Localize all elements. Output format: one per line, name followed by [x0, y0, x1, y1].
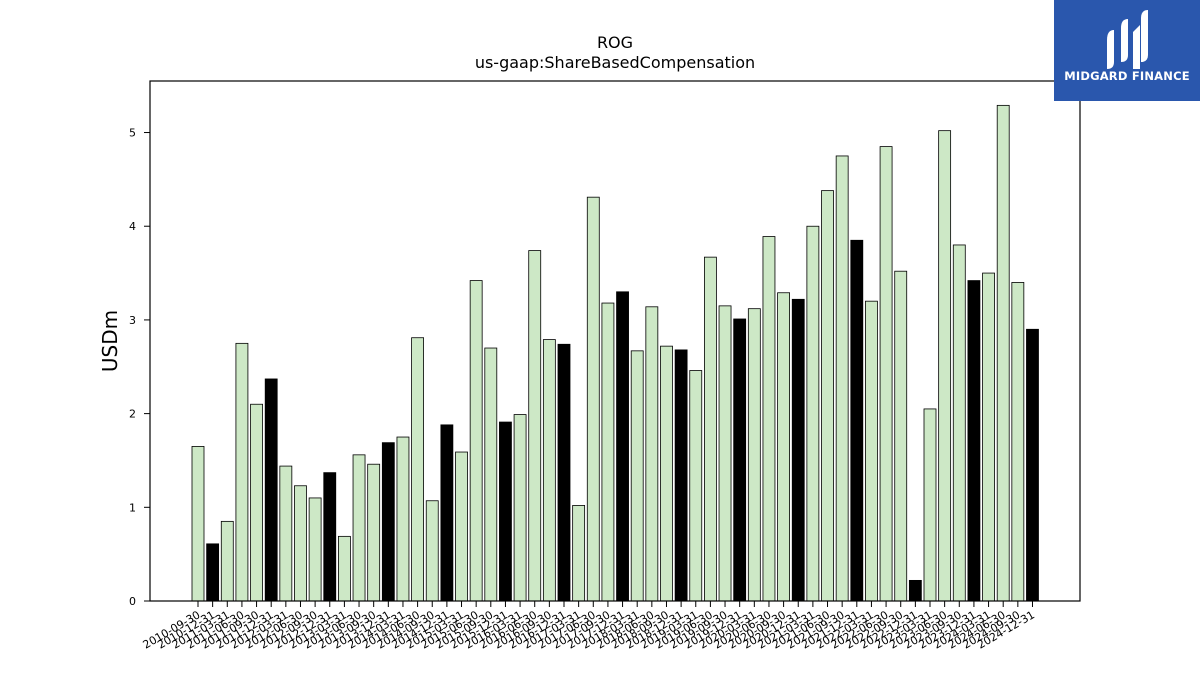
y-tick-label: 2	[129, 408, 136, 421]
bar-2022-09-30	[894, 270, 908, 602]
chart-subtitle: us-gaap:ShareBasedCompensation	[475, 53, 755, 72]
bar-2011-06-30	[235, 342, 249, 602]
bar-2023-03-31	[923, 408, 937, 602]
bar-2022-03-31	[865, 300, 878, 602]
bar-2024-09-30	[1011, 282, 1025, 602]
bar-2018-03-31	[630, 350, 644, 602]
bar-2023-09-30	[952, 244, 966, 602]
bar-2014-12-31	[440, 424, 454, 602]
y-axis-ticks: 0 1 2 3 4 5	[129, 127, 150, 608]
bar-2013-12-31	[381, 442, 395, 602]
bar-2017-03-31	[572, 505, 586, 602]
y-axis-label: USDm	[98, 310, 122, 372]
bar-2019-03-31	[689, 370, 703, 602]
bar-2019-12-31	[733, 318, 747, 602]
bar-2024-12-31	[1026, 328, 1039, 602]
bar-2013-06-30	[352, 454, 366, 602]
bar-2018-09-30	[660, 345, 673, 602]
bar-2012-09-30	[308, 497, 322, 602]
bar-2023-06-30	[938, 130, 952, 602]
bar-2010-12-31	[206, 543, 220, 602]
bar-2016-12-31	[557, 343, 571, 602]
midgard-finance-logo: MIDGARD FINANCE	[1054, 0, 1200, 101]
bar-2022-06-30	[879, 146, 893, 602]
bar-2010-09-30	[191, 446, 205, 602]
x-axis-ticks: 2010-09-302010-12-312011-03-312011-06-30…	[141, 601, 1037, 652]
bar-2016-09-30	[542, 339, 556, 602]
bar-2015-06-30	[469, 280, 483, 602]
bar-2017-12-31	[616, 291, 629, 602]
bar-2023-12-31	[967, 280, 981, 602]
bar-2014-06-30	[411, 337, 425, 602]
bar-2013-03-31	[337, 535, 351, 602]
bar-2011-12-31	[264, 378, 278, 602]
bar-2020-12-31	[791, 298, 805, 602]
plot-frame	[149, 80, 1081, 602]
chart-title: ROG	[597, 33, 633, 52]
bar-2011-03-31	[220, 520, 234, 602]
bar-2021-12-31	[850, 239, 864, 602]
bar-2019-09-30	[718, 305, 732, 602]
bar-2020-09-30	[777, 292, 790, 602]
bar-2011-09-30	[250, 403, 263, 602]
bar-2013-09-30	[367, 463, 381, 602]
bar-2022-12-31	[908, 579, 922, 602]
bar-2017-06-30	[586, 196, 600, 602]
bar-2012-03-31	[279, 465, 293, 602]
bar-2021-06-30	[821, 190, 834, 602]
bar-2024-03-31	[982, 272, 995, 602]
bar-series	[191, 104, 1039, 602]
bar-2014-03-31	[396, 436, 410, 602]
bar-2012-06-30	[294, 485, 307, 602]
y-tick-label: 3	[129, 314, 136, 327]
bar-2018-06-30	[645, 306, 659, 602]
bar-2019-06-30	[704, 256, 717, 602]
y-tick-label: 5	[129, 127, 136, 140]
bar-2016-03-31	[513, 414, 527, 602]
y-tick-label: 1	[129, 501, 136, 514]
bar-2015-12-31	[499, 421, 512, 602]
y-tick-label: 0	[129, 595, 136, 608]
bar-2020-06-30	[762, 236, 776, 602]
bar-2021-03-31	[806, 225, 820, 602]
bar-2024-06-30	[996, 104, 1010, 602]
bar-2012-12-31	[323, 472, 337, 602]
bar-2017-09-30	[601, 302, 615, 602]
bar-2015-09-30	[484, 347, 498, 602]
bar-2015-03-31	[455, 451, 468, 602]
y-tick-label: 4	[129, 220, 136, 233]
midgard-logo-icon	[1107, 10, 1148, 69]
bar-2018-12-31	[674, 349, 688, 602]
bar-2020-03-31	[747, 308, 761, 602]
bar-2021-09-30	[835, 155, 849, 602]
bar-2016-06-30	[528, 250, 542, 602]
logo-text: MIDGARD FINANCE	[1064, 69, 1190, 83]
bar-2014-09-30	[425, 500, 439, 602]
